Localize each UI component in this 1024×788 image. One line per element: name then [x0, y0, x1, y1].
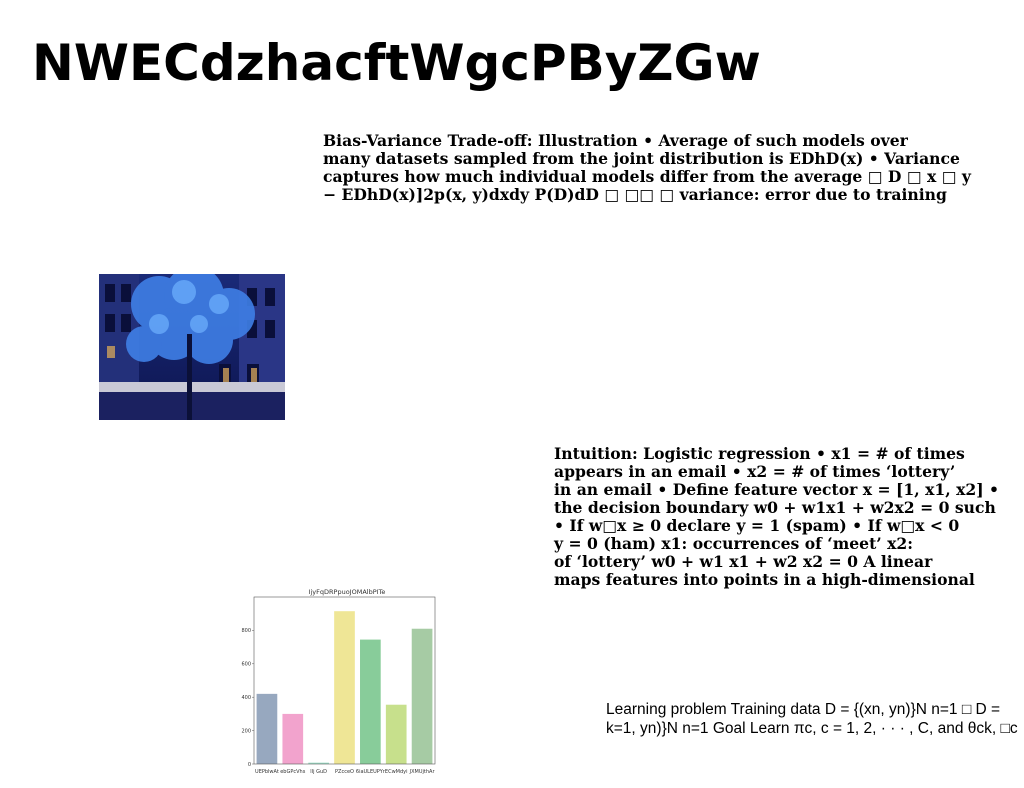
x-tick-label: UEPblwAt — [255, 769, 279, 775]
text-line: of ‘lottery’ w0 + w1 x1 + w2 x2 = 0 A li… — [554, 552, 933, 571]
text-line: Intuition: Logistic regression • x1 = # … — [554, 444, 965, 463]
text-line: in an email • Define feature vector x = … — [554, 480, 1000, 499]
y-tick-label: 0 — [248, 762, 251, 768]
page-title: NWECdzhacftWgcPByZGw — [32, 34, 761, 92]
text-line: k=1, yn)}N n=1 Goal Learn πc, c = 1, 2, … — [606, 720, 1018, 737]
y-tick-label: 400 — [241, 695, 251, 701]
text-line: Learning problem Training data D = {(xn,… — [606, 701, 1001, 718]
bar-2 — [308, 762, 329, 764]
text-line: the decision boundary w0 + w1x1 + w2x2 =… — [554, 498, 996, 517]
y-tick-label: 800 — [241, 628, 251, 634]
learning-problem-text: Learning problem Training data D = {(xn,… — [606, 700, 1018, 738]
bar-0 — [256, 693, 278, 764]
y-tick-label: 200 — [241, 728, 251, 734]
text-line: Bias-Variance Trade-off: Illustration • … — [323, 131, 908, 150]
bar-1 — [282, 713, 304, 764]
chart-title: IjyFqDRPpuoJOMAlbPITe — [309, 588, 386, 596]
text-line: y = 0 (ham) x1: occurrences of ‘meet’ x2… — [554, 534, 914, 553]
bar-5 — [385, 704, 407, 764]
text-line: maps features into points in a high-dime… — [554, 570, 975, 589]
x-tick-label: ECwMdyi — [385, 769, 408, 775]
text-line: • If w□x ≥ 0 declare y = 1 (spam) • If w… — [554, 516, 960, 535]
text-line: appears in an email • x2 = # of times ‘l… — [554, 462, 956, 481]
x-tick-label: JXMUjthAr — [409, 769, 436, 775]
y-tick-label: 600 — [241, 662, 251, 668]
bar-chart: IjyFqDRPpuoJOMAlbPITe 0 200 400 600 800 UEPb… — [241, 588, 436, 775]
bias-variance-text: Bias-Variance Trade-off: Illustration • … — [323, 132, 971, 204]
x-tick-label: ebGPcVhs — [280, 769, 305, 775]
x-tick-label: PZcceO — [335, 769, 354, 775]
x-tick-label: 6iaULEUPYr — [356, 769, 386, 775]
chart-frame — [253, 596, 436, 765]
tree-photo — [99, 274, 285, 420]
text-line: many datasets sampled from the joint dis… — [323, 149, 960, 168]
text-line: captures how much individual models diff… — [323, 167, 971, 186]
bar-4 — [360, 639, 381, 764]
bar-3 — [334, 611, 355, 764]
text-line: − EDhD(x)]2p(x, y)dxdy P(D)dD □ □□ □ var… — [323, 185, 947, 204]
logistic-regression-text: Intuition: Logistic regression • x1 = # … — [554, 445, 999, 589]
bar-6 — [411, 628, 433, 764]
x-tick-label: lIj GuD — [310, 769, 327, 775]
